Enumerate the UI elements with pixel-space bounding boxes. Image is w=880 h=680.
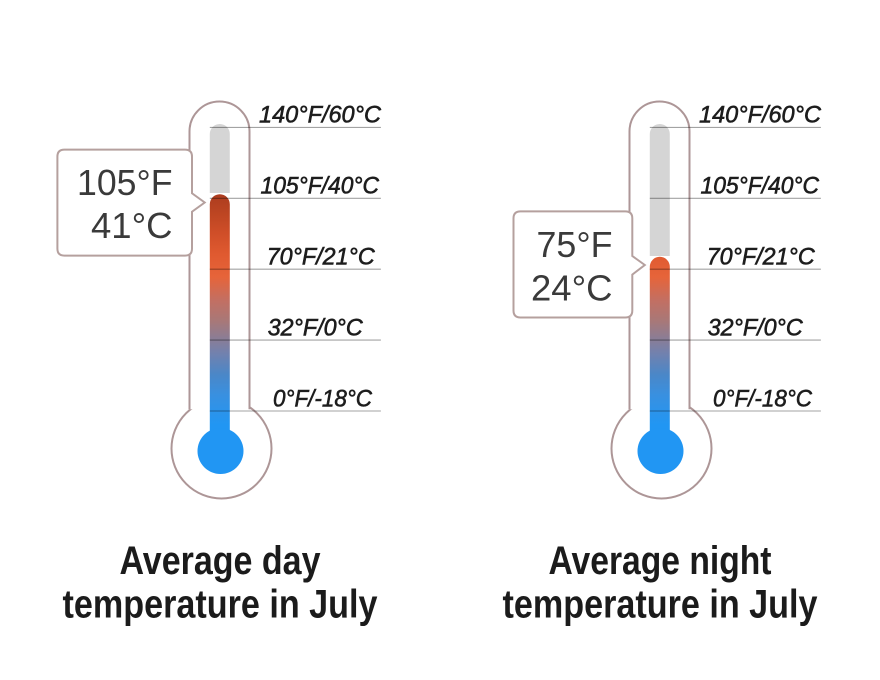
svg-text:105°F/40°C: 105°F/40°C bbox=[701, 173, 820, 200]
svg-text:70°F/21°C: 70°F/21°C bbox=[707, 244, 816, 271]
svg-text:Average day: Average day bbox=[120, 539, 321, 583]
svg-text:32°F/0°C: 32°F/0°C bbox=[268, 315, 364, 342]
svg-text:24°C: 24°C bbox=[531, 268, 613, 309]
svg-text:temperature in July: temperature in July bbox=[63, 583, 378, 627]
svg-text:41°C: 41°C bbox=[91, 205, 173, 246]
svg-text:140°F/60°C: 140°F/60°C bbox=[699, 102, 822, 129]
svg-text:70°F/21°C: 70°F/21°C bbox=[267, 244, 376, 271]
svg-text:32°F/0°C: 32°F/0°C bbox=[708, 315, 804, 342]
svg-text:temperature in July: temperature in July bbox=[503, 583, 818, 627]
svg-text:0°F/-18°C: 0°F/-18°C bbox=[273, 385, 373, 412]
svg-text:Average night: Average night bbox=[549, 539, 772, 583]
svg-text:105°F/40°C: 105°F/40°C bbox=[261, 173, 380, 200]
svg-text:140°F/60°C: 140°F/60°C bbox=[259, 102, 382, 129]
svg-text:0°F/-18°C: 0°F/-18°C bbox=[713, 385, 813, 412]
svg-text:105°F: 105°F bbox=[77, 162, 173, 203]
svg-text:75°F: 75°F bbox=[537, 224, 613, 265]
